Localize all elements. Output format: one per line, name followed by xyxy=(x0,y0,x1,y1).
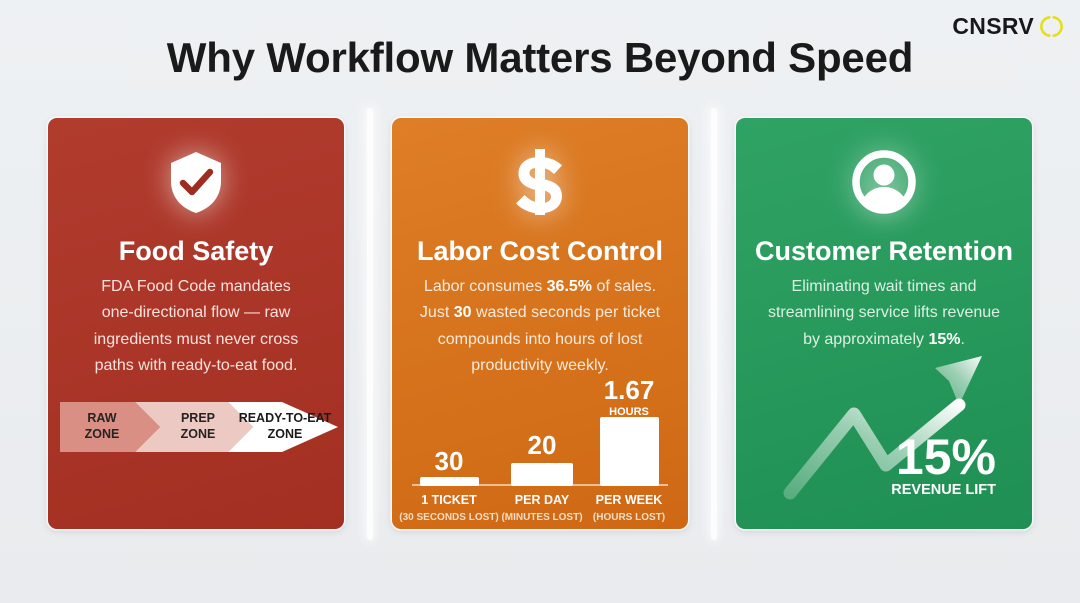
svg-text:READY-TO-EAT: READY-TO-EAT xyxy=(239,411,332,425)
svg-text:PER WEEK: PER WEEK xyxy=(596,493,663,507)
svg-text:(30 SECONDS LOST): (30 SECONDS LOST) xyxy=(399,512,498,523)
svg-text:1 TICKET: 1 TICKET xyxy=(421,493,477,507)
svg-text:ZONE: ZONE xyxy=(181,427,216,441)
svg-text:RAW: RAW xyxy=(87,411,116,425)
svg-text:ZONE: ZONE xyxy=(85,427,120,441)
svg-text:PER DAY: PER DAY xyxy=(515,493,570,507)
svg-text:1.67: 1.67 xyxy=(604,375,655,405)
svg-text:ZONE: ZONE xyxy=(268,427,303,441)
svg-text:HOURS: HOURS xyxy=(609,406,649,418)
svg-text:PREP: PREP xyxy=(181,411,215,425)
svg-text:(HOURS LOST): (HOURS LOST) xyxy=(593,512,665,523)
svg-text:REVENUE LIFT: REVENUE LIFT xyxy=(891,482,996,498)
svg-text:30: 30 xyxy=(435,446,464,476)
svg-text:(MINUTES LOST): (MINUTES LOST) xyxy=(501,512,582,523)
svg-text:20: 20 xyxy=(528,430,557,460)
svg-text:MINS: MINS xyxy=(528,462,556,474)
svg-text:15%: 15% xyxy=(896,429,996,485)
